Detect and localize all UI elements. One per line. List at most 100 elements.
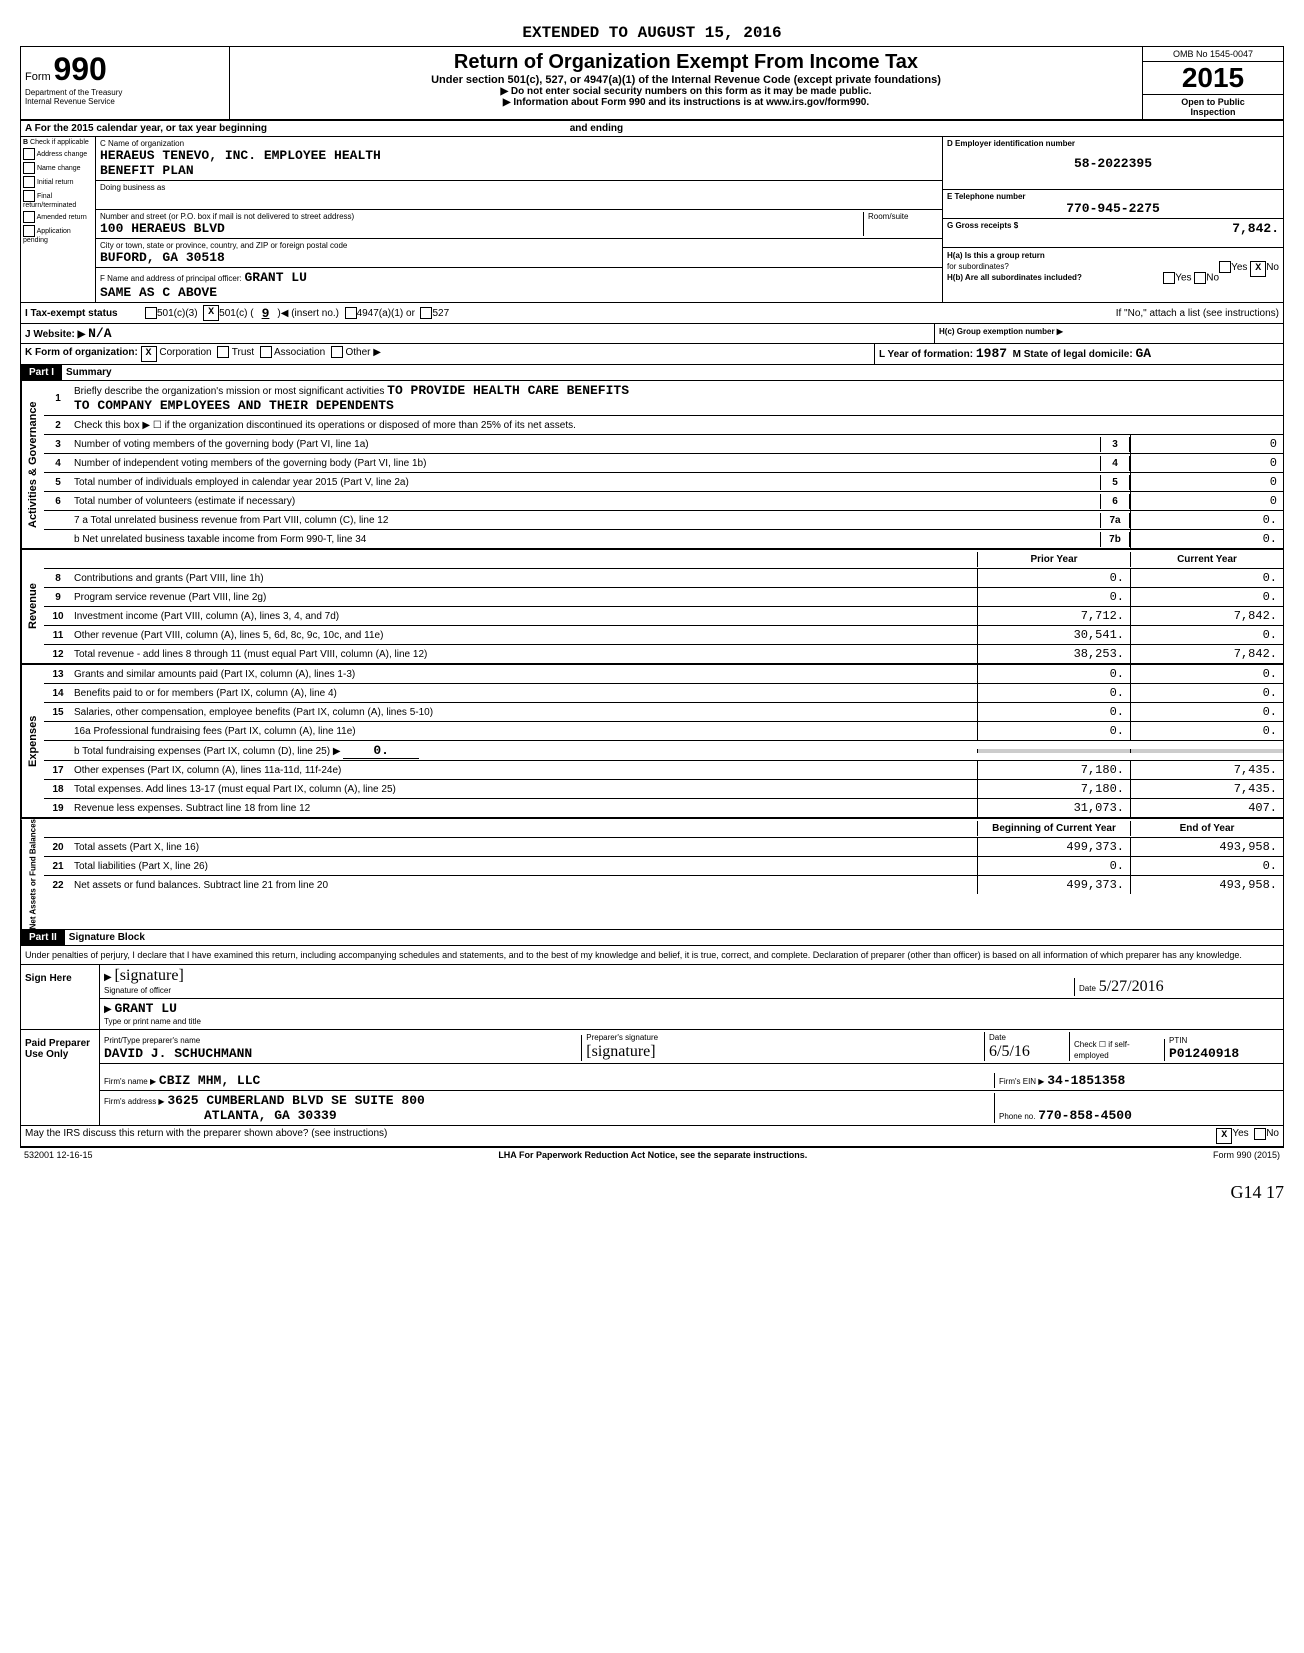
firm-addr1: 3625 CUMBERLAND BLVD SE SUITE 800 [167, 1093, 424, 1108]
sign-here-label: Sign Here [21, 965, 100, 1029]
line-21-num: 21 [44, 859, 72, 874]
checkbox-application-pending[interactable] [23, 225, 35, 237]
footer-form: Form 990 (2015) [1213, 1150, 1280, 1160]
street-label: Number and street (or P.O. box if mail i… [100, 212, 863, 221]
checkbox-501c3[interactable] [145, 307, 157, 319]
line-14-text: Benefits paid to or for members (Part IX… [72, 686, 977, 701]
form-header: Form 990 Department of the Treasury Inte… [21, 47, 1283, 121]
line-4-box: 4 [1100, 456, 1130, 471]
line-10-num: 10 [44, 609, 72, 624]
line-12-num: 12 [44, 647, 72, 662]
line-3-box: 3 [1100, 437, 1130, 452]
line-21-current: 0. [1130, 857, 1283, 875]
checkbox-name-change[interactable] [23, 162, 35, 174]
checkbox-hb-no[interactable] [1194, 272, 1206, 284]
checkbox-final-return[interactable] [23, 190, 35, 202]
line-1-val: TO PROVIDE HEALTH CARE BENEFITS [387, 383, 629, 398]
net-header-spacer2 [72, 826, 977, 830]
state-domicile-label: M State of legal domicile: [1013, 349, 1133, 360]
begin-year-header: Beginning of Current Year [977, 821, 1130, 836]
dba-label: Doing business as [100, 183, 938, 192]
line-22-current: 493,958. [1130, 876, 1283, 894]
line-11-current: 0. [1130, 626, 1283, 644]
line-7a-num [44, 518, 72, 522]
line-3-text: Number of voting members of the governin… [72, 437, 1100, 452]
line-7a-text: 7 a Total unrelated business revenue fro… [72, 513, 1100, 528]
omb-number: OMB No 1545-0047 [1143, 47, 1283, 62]
checkbox-assoc[interactable] [260, 346, 272, 358]
line-16a-num [44, 729, 72, 733]
col-header-spacer2 [72, 557, 977, 561]
checkbox-address-change[interactable] [23, 148, 35, 160]
line-21-prior: 0. [977, 857, 1130, 875]
net-assets-label: Net Assets or Fund Balances [21, 819, 44, 929]
line-9-current: 0. [1130, 588, 1283, 606]
checkbox-4947[interactable] [345, 307, 357, 319]
line-6-num: 6 [44, 494, 72, 509]
checkbox-ha-no[interactable]: X [1250, 261, 1266, 277]
checkbox-corp[interactable]: X [141, 346, 157, 362]
officer-name: GRANT LU [244, 270, 306, 285]
line-10-text: Investment income (Part VIII, column (A)… [72, 609, 977, 624]
officer-addr: SAME AS C ABOVE [100, 285, 938, 300]
col-header-spacer [44, 557, 72, 561]
opt-501c-num: 9 [254, 306, 278, 321]
year-formation-label: L Year of formation: [879, 349, 973, 360]
section-b: B Check if applicable Address change Nam… [21, 137, 96, 302]
line-11-text: Other revenue (Part VIII, column (A), li… [72, 628, 977, 643]
line-5-box: 5 [1100, 475, 1130, 490]
arrow-note-1: ▶ Do not enter social security numbers o… [234, 86, 1138, 97]
revenue-label: Revenue [21, 550, 44, 663]
line-15-num: 15 [44, 705, 72, 720]
line-7b-val: 0. [1130, 530, 1283, 548]
line-12-current: 7,842. [1130, 645, 1283, 663]
line-17-num: 17 [44, 763, 72, 778]
line-6-text: Total number of volunteers (estimate if … [72, 494, 1100, 509]
line-10-current: 7,842. [1130, 607, 1283, 625]
preparer-check-label: Check ☐ if self-employed [1074, 1040, 1130, 1060]
checkbox-527[interactable] [420, 307, 432, 319]
discuss-row: May the IRS discuss this return with the… [21, 1126, 1283, 1147]
website-value: N/A [88, 326, 111, 341]
checkbox-other[interactable] [331, 346, 343, 358]
line-7b-text: b Net unrelated business taxable income … [72, 532, 1100, 547]
checkbox-trust[interactable] [217, 346, 229, 358]
line-8-prior: 0. [977, 569, 1130, 587]
street-value: 100 HERAEUS BLVD [100, 221, 863, 236]
dept-treasury: Department of the Treasury [25, 88, 225, 97]
checkbox-501c[interactable]: X [203, 305, 219, 321]
room-label: Room/suite [868, 212, 938, 221]
gross-value: 7,842. [1018, 221, 1279, 245]
state-domicile: GA [1135, 346, 1151, 361]
line-13-num: 13 [44, 667, 72, 682]
checkbox-ha-yes[interactable] [1219, 261, 1231, 273]
ein-label: D Employer identification number [947, 139, 1279, 148]
line-7b-num [44, 537, 72, 541]
checkbox-discuss-no[interactable] [1254, 1128, 1266, 1140]
line-17-current: 7,435. [1130, 761, 1283, 779]
line-6-val: 0 [1130, 492, 1283, 510]
extended-notice: EXTENDED TO AUGUST 15, 2016 [20, 20, 1284, 46]
line-8-text: Contributions and grants (Part VIII, lin… [72, 571, 977, 586]
checkbox-hb-yes[interactable] [1163, 272, 1175, 284]
footer-code: 532001 12-16-15 [24, 1150, 93, 1160]
section-b-checkif: Check if applicable [30, 139, 89, 146]
line-6-box: 6 [1100, 494, 1130, 509]
opt-corp: Corporation [159, 347, 211, 358]
discuss-yes: Yes [1232, 1128, 1248, 1144]
line-5-num: 5 [44, 475, 72, 490]
irs-label: Internal Revenue Service [25, 97, 225, 106]
form-990-container: Form 990 Department of the Treasury Inte… [20, 46, 1284, 1148]
line-9-prior: 0. [977, 588, 1130, 606]
line-12-text: Total revenue - add lines 8 through 11 (… [72, 647, 977, 662]
checkbox-amended-return[interactable] [23, 211, 35, 223]
expenses-section: Expenses 13 Grants and similar amounts p… [21, 665, 1283, 819]
preparer-label: Paid Preparer Use Only [21, 1030, 100, 1125]
tax-exempt-label: I Tax-exempt status [25, 308, 145, 319]
line-20-prior: 499,373. [977, 838, 1130, 856]
part2-header-row: Part II Signature Block [21, 930, 1283, 946]
checkbox-initial-return[interactable] [23, 176, 35, 188]
section-a-label: A For the 2015 calendar year, or tax yea… [25, 123, 267, 134]
checkbox-discuss-yes[interactable]: X [1216, 1128, 1232, 1144]
line-17-prior: 7,180. [977, 761, 1130, 779]
